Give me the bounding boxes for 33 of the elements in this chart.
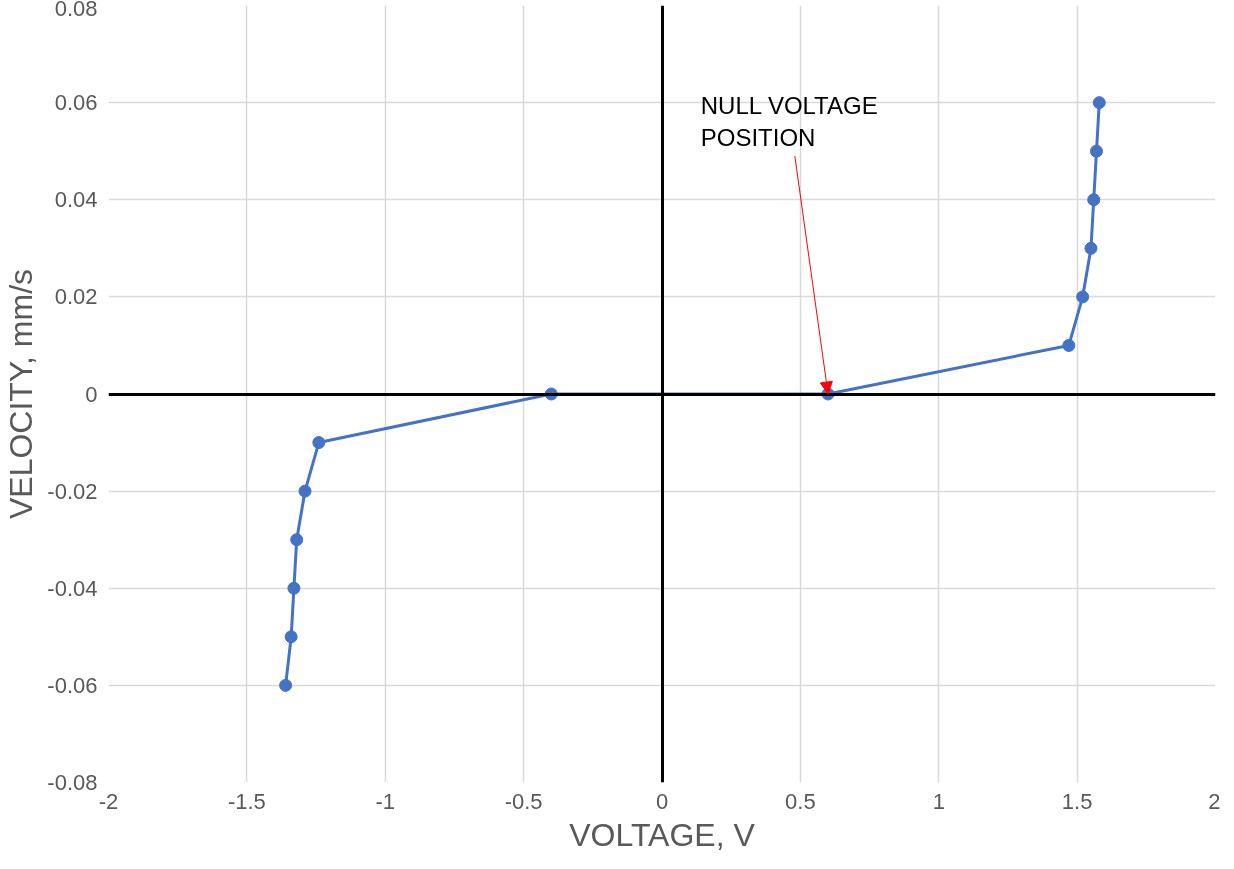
- y-tick-label: -0.08: [47, 770, 98, 795]
- y-tick-label: -0.04: [47, 575, 98, 601]
- point: [1090, 144, 1103, 158]
- point: [1062, 338, 1076, 352]
- point: [1084, 241, 1098, 255]
- point: [290, 533, 304, 547]
- y-axis-title: VELOCITY, mm/s: [3, 268, 40, 520]
- y-tick-label: 0.06: [54, 90, 98, 116]
- x-tick-label: 1.5: [1061, 788, 1093, 814]
- y-tick-label: 0.04: [54, 187, 98, 213]
- x-tick-label: -1: [375, 788, 396, 814]
- x-tick-label: 0.5: [785, 788, 816, 814]
- x-tick-label: -1.5: [227, 788, 266, 814]
- y-tick-label: 0.08: [54, 0, 98, 21]
- y-tick-label: 0.02: [54, 284, 98, 310]
- y-tick-label: -0.06: [47, 672, 98, 698]
- x-tick-label: 1: [932, 788, 945, 814]
- point: [1087, 193, 1101, 207]
- x-tick-label: 2: [1208, 788, 1221, 814]
- point: [312, 436, 326, 450]
- point: [1092, 96, 1106, 110]
- y-tick-label: -0.02: [47, 478, 98, 504]
- point: [298, 484, 312, 498]
- point: [284, 630, 298, 644]
- annotation: NULL VOLTAGE POSITION: [700, 91, 878, 152]
- point: [287, 581, 301, 595]
- x-tick-label: -0.5: [504, 788, 543, 814]
- y-tick-label: 0: [85, 381, 98, 407]
- point: [1076, 290, 1090, 304]
- point: [279, 678, 293, 692]
- x-tick-label: -2: [98, 788, 119, 814]
- x-tick-label: 0: [655, 788, 669, 814]
- x-axis-title: VOLTAGE, V: [569, 816, 756, 853]
